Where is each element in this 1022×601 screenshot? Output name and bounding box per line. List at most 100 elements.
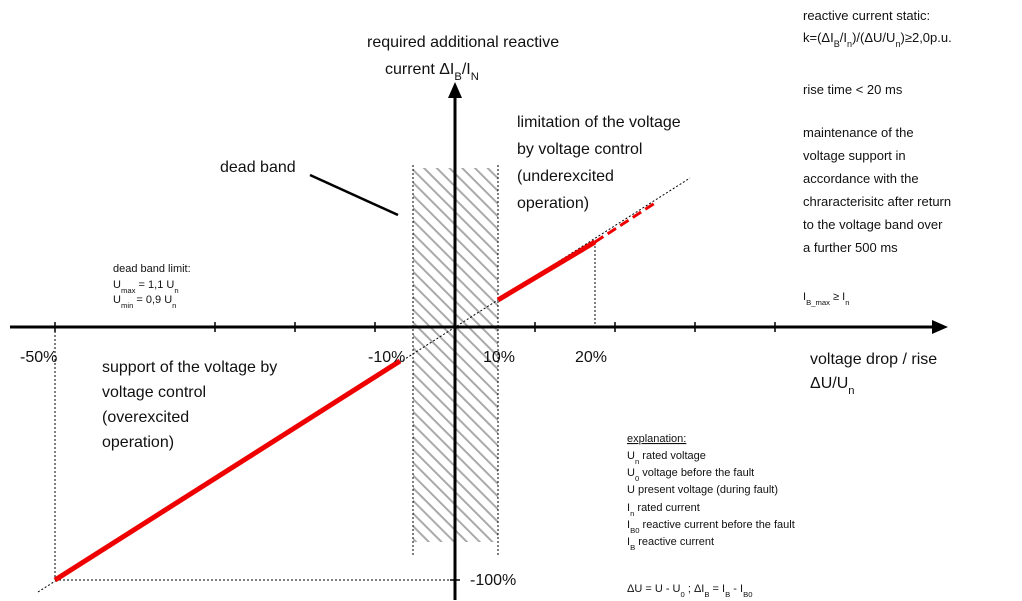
text-part: -10% — [368, 349, 405, 366]
text-part: = 1,1 U — [135, 279, 174, 291]
subscript: N — [471, 71, 479, 83]
text-part: voltage before the fault — [639, 467, 754, 479]
text: k=(ΔIB/In)/(ΔU/Un)≥2,0p.u. — [803, 30, 952, 49]
subscript: n — [845, 298, 849, 307]
subscript: 0 — [635, 474, 639, 483]
text-part: U — [113, 279, 121, 291]
text: IB0 reactive current before the fault — [627, 519, 795, 535]
text-part: = 0,9 U — [133, 294, 172, 306]
text: ΔU/Un — [810, 375, 854, 397]
subscript: B_max — [806, 298, 830, 307]
text: U0 voltage before the fault — [627, 467, 754, 483]
text-part: operation) — [102, 434, 174, 451]
text-part: voltage support in — [803, 148, 906, 163]
text-part: - I — [730, 583, 743, 595]
text-part: U — [627, 467, 635, 479]
text-part: maintenance of the — [803, 125, 914, 140]
text-part: U — [113, 294, 121, 306]
ticks — [54, 322, 776, 581]
text-part: I — [627, 519, 630, 531]
text-part: voltage drop / rise — [810, 351, 937, 368]
text: (underexcited — [517, 168, 614, 185]
subscript: n — [630, 509, 634, 518]
subscript: B — [454, 71, 461, 83]
text: required additional reactive — [367, 34, 559, 51]
tick-label: -50% — [20, 349, 57, 366]
text-part: )≥2,0p.u. — [901, 30, 952, 45]
text-part: operation) — [517, 195, 589, 212]
text: Umin = 0,9 Un — [113, 294, 176, 310]
text-part: ΔU = U - U — [627, 583, 681, 595]
text-part: accordance with the — [803, 171, 919, 186]
tick-label: -10% — [368, 349, 405, 366]
subscript: n — [635, 457, 639, 466]
text-part: to the voltage band over — [803, 217, 943, 232]
text-part: U — [627, 450, 635, 462]
text: support of the voltage by — [102, 359, 277, 376]
subscript: B0 — [743, 590, 752, 599]
text: maintenance of the — [803, 125, 914, 140]
text-part: current ΔI — [385, 61, 454, 78]
text-part: explanation: — [627, 433, 686, 445]
characteristic-ext — [594, 201, 656, 244]
text: ΔU = U - U0 ; ΔIB = IB - IB0 — [627, 583, 752, 599]
text-part: support of the voltage by — [102, 359, 277, 376]
text-part: rated voltage — [639, 450, 706, 462]
arrow — [932, 320, 948, 334]
text: Un rated voltage — [627, 450, 706, 466]
text: IB reactive current — [627, 536, 714, 552]
text: Umax = 1,1 Un — [113, 279, 179, 295]
subscript: B0 — [630, 526, 639, 535]
text-part: ≥ I — [830, 291, 845, 303]
text: operation) — [102, 434, 174, 451]
text: rise time < 20 ms — [803, 82, 903, 97]
text: (overexcited — [102, 409, 189, 426]
text-part: limitation of the voltage — [517, 114, 681, 131]
subscript: min — [121, 301, 133, 310]
text: reactive current static: — [803, 8, 930, 23]
text-part: (overexcited — [102, 409, 189, 426]
text: In rated current — [627, 502, 700, 518]
text-part: (underexcited — [517, 168, 614, 185]
text: dead band — [220, 159, 296, 176]
text-part: rise time < 20 ms — [803, 82, 903, 97]
text: voltage control — [102, 384, 206, 401]
subscript: B — [834, 39, 840, 49]
text-part: -100% — [470, 572, 516, 589]
text: voltage drop / rise — [810, 351, 937, 368]
text: a further 500 ms — [803, 240, 898, 255]
arrow — [448, 82, 462, 98]
text-part: by voltage control — [517, 141, 642, 158]
text: current ΔIB/IN — [385, 61, 479, 83]
subscript: max — [121, 286, 136, 295]
text: limitation of the voltage — [517, 114, 681, 131]
subscript: B — [725, 590, 730, 599]
text-part: rated current — [634, 502, 699, 514]
subscript: n — [847, 39, 852, 49]
text-part: 10% — [483, 349, 515, 366]
text-part: reactive current — [635, 536, 714, 548]
text-part: I — [627, 536, 630, 548]
text: dead band limit: — [113, 263, 191, 275]
text-part: k=(ΔI — [803, 30, 834, 45]
subscript: n — [895, 39, 900, 49]
tick-label: 10% — [483, 349, 515, 366]
text-part: U present voltage (during fault) — [627, 484, 778, 496]
text-part: required additional reactive — [367, 34, 559, 51]
tick-label: 20% — [575, 349, 607, 366]
text-part: -50% — [20, 349, 57, 366]
tick-label: -100% — [470, 572, 516, 589]
subscript: B — [704, 590, 709, 599]
subscript: n — [848, 385, 854, 397]
text-part: chraracterisitc after return — [803, 194, 951, 209]
text: by voltage control — [517, 141, 642, 158]
text: explanation: — [627, 433, 686, 445]
text-part: /I — [462, 61, 471, 78]
text: U present voltage (during fault) — [627, 484, 778, 496]
subscript: n — [172, 301, 176, 310]
text: operation) — [517, 195, 589, 212]
text-part: 20% — [575, 349, 607, 366]
text-part: )/(ΔU/U — [852, 30, 895, 45]
text: to the voltage band over — [803, 217, 943, 232]
pointer — [309, 173, 399, 217]
